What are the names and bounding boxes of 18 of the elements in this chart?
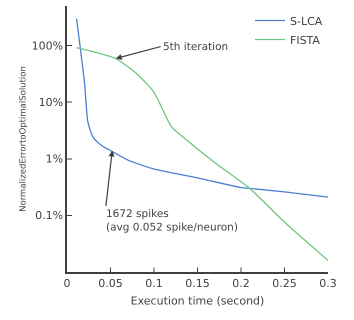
y-axis-title: NormalizedErrortoOptimalSolution xyxy=(18,66,29,212)
x-tick-label: 0.3 xyxy=(319,276,337,290)
y-tick-label: 0.1% xyxy=(35,209,64,222)
y-tick-label: 100% xyxy=(32,39,64,52)
legend-label: FISTA xyxy=(290,34,320,47)
annotation: 1672 spikes (avg 0.052 spike/neuron) xyxy=(106,208,238,234)
y-tick-label: 1% xyxy=(46,152,64,166)
x-tick-label: 0.2 xyxy=(232,276,250,290)
y-tick-label: 10% xyxy=(38,96,64,110)
x-tick-label: 0.15 xyxy=(185,276,210,290)
x-tick-label: 0.1 xyxy=(145,276,163,290)
x-tick-label: 0.05 xyxy=(98,276,123,290)
x-axis-title: Execution time (second) xyxy=(130,294,264,308)
legend-label: S-LCA xyxy=(290,14,323,28)
x-tick-label: 0 xyxy=(64,276,70,290)
x-tick-label: 0.25 xyxy=(272,276,297,290)
line-series xyxy=(76,18,328,198)
annotation: 5th iteration xyxy=(163,41,228,53)
